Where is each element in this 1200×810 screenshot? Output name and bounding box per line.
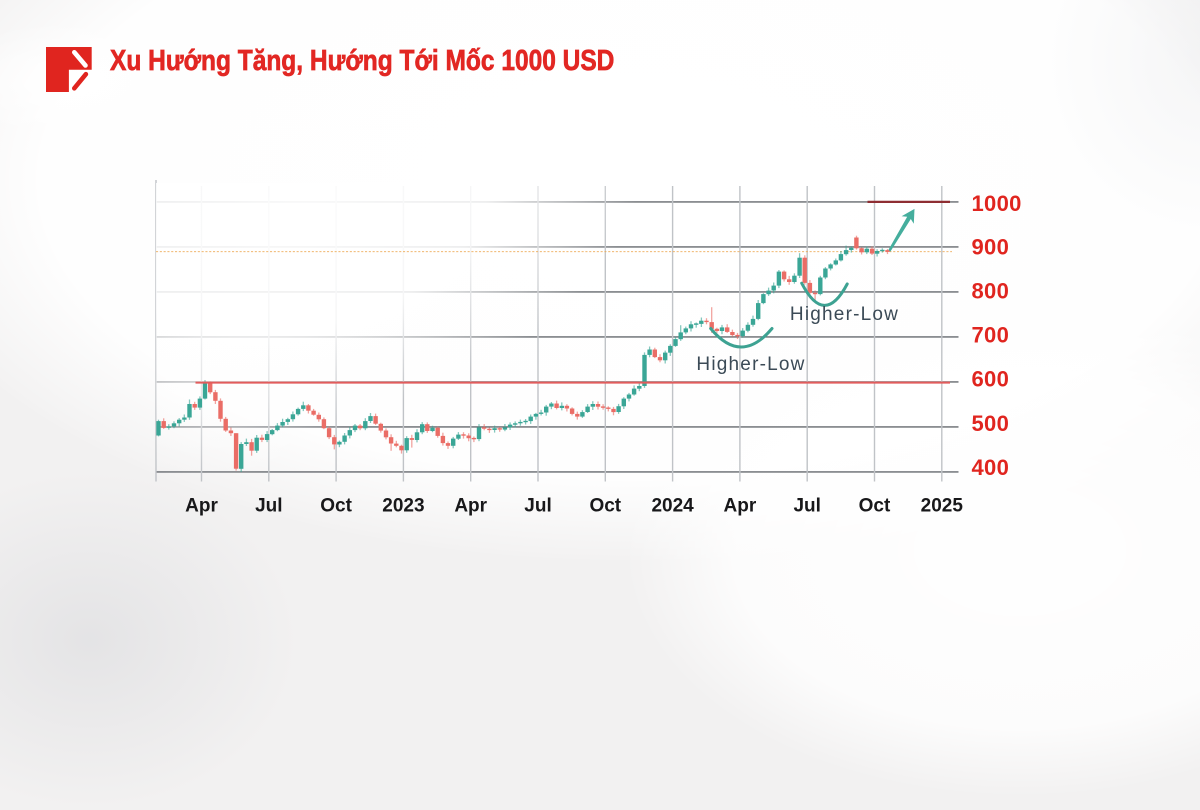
svg-text:Higher-Low: Higher-Low — [790, 304, 899, 325]
svg-text:Apr: Apr — [724, 496, 757, 517]
svg-text:Higher-Low: Higher-Low — [696, 354, 805, 375]
svg-text:Oct: Oct — [859, 496, 891, 517]
svg-text:800: 800 — [972, 279, 1010, 304]
svg-text:700: 700 — [972, 323, 1010, 348]
svg-text:Jul: Jul — [524, 496, 551, 517]
svg-text:Apr: Apr — [454, 496, 487, 517]
svg-text:500: 500 — [972, 411, 1010, 436]
svg-text:2023: 2023 — [382, 496, 424, 517]
svg-text:600: 600 — [972, 367, 1010, 392]
svg-text:1000: 1000 — [972, 191, 1022, 216]
svg-text:Jul: Jul — [793, 496, 820, 517]
svg-text:2025: 2025 — [921, 496, 964, 517]
svg-text:Oct: Oct — [589, 496, 621, 517]
svg-text:2024: 2024 — [651, 496, 694, 517]
svg-text:Jul: Jul — [255, 496, 282, 517]
svg-text:900: 900 — [972, 235, 1010, 260]
svg-text:400: 400 — [972, 455, 1010, 480]
svg-text:Oct: Oct — [320, 496, 352, 517]
svg-text:Apr: Apr — [185, 496, 218, 517]
